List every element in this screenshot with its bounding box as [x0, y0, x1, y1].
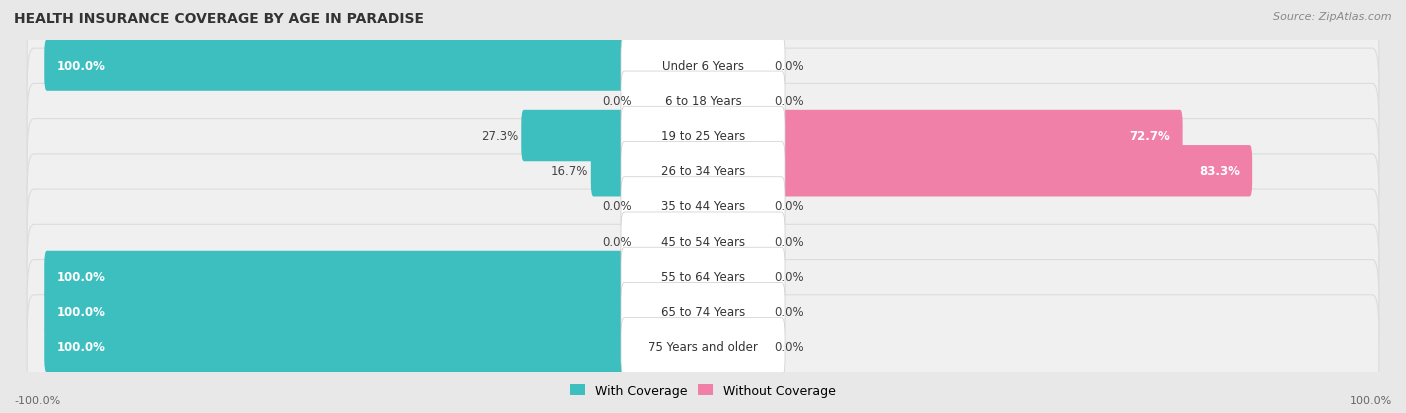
FancyBboxPatch shape	[27, 14, 1379, 118]
FancyBboxPatch shape	[44, 40, 706, 92]
Text: 26 to 34 Years: 26 to 34 Years	[661, 165, 745, 178]
Text: 6 to 18 Years: 6 to 18 Years	[665, 95, 741, 107]
FancyBboxPatch shape	[634, 216, 706, 267]
FancyBboxPatch shape	[621, 142, 785, 201]
Text: 45 to 54 Years: 45 to 54 Years	[661, 235, 745, 248]
FancyBboxPatch shape	[700, 111, 1182, 162]
Text: 100.0%: 100.0%	[56, 341, 105, 354]
FancyBboxPatch shape	[621, 177, 785, 236]
Text: 100.0%: 100.0%	[1350, 395, 1392, 405]
FancyBboxPatch shape	[27, 260, 1379, 364]
Text: 55 to 64 Years: 55 to 64 Years	[661, 271, 745, 283]
Text: 75 Years and older: 75 Years and older	[648, 341, 758, 354]
Text: 83.3%: 83.3%	[1199, 165, 1240, 178]
FancyBboxPatch shape	[700, 251, 772, 302]
Text: -100.0%: -100.0%	[14, 395, 60, 405]
Text: Source: ZipAtlas.com: Source: ZipAtlas.com	[1274, 12, 1392, 22]
FancyBboxPatch shape	[27, 225, 1379, 329]
FancyBboxPatch shape	[621, 318, 785, 376]
FancyBboxPatch shape	[27, 49, 1379, 153]
Text: HEALTH INSURANCE COVERAGE BY AGE IN PARADISE: HEALTH INSURANCE COVERAGE BY AGE IN PARA…	[14, 12, 425, 26]
FancyBboxPatch shape	[621, 248, 785, 306]
FancyBboxPatch shape	[634, 181, 706, 232]
FancyBboxPatch shape	[700, 321, 772, 373]
Text: 0.0%: 0.0%	[773, 200, 803, 213]
Text: 72.7%: 72.7%	[1129, 130, 1170, 142]
FancyBboxPatch shape	[591, 146, 706, 197]
Text: 0.0%: 0.0%	[603, 200, 633, 213]
Text: 0.0%: 0.0%	[773, 59, 803, 72]
Text: 16.7%: 16.7%	[551, 165, 588, 178]
Text: 19 to 25 Years: 19 to 25 Years	[661, 130, 745, 142]
FancyBboxPatch shape	[700, 286, 772, 337]
Text: 27.3%: 27.3%	[481, 130, 519, 142]
Text: 100.0%: 100.0%	[56, 59, 105, 72]
FancyBboxPatch shape	[700, 76, 772, 127]
FancyBboxPatch shape	[27, 84, 1379, 188]
Text: 0.0%: 0.0%	[773, 235, 803, 248]
FancyBboxPatch shape	[44, 251, 706, 302]
Text: 0.0%: 0.0%	[603, 95, 633, 107]
FancyBboxPatch shape	[27, 190, 1379, 294]
FancyBboxPatch shape	[621, 212, 785, 271]
Text: 0.0%: 0.0%	[773, 95, 803, 107]
FancyBboxPatch shape	[621, 37, 785, 95]
FancyBboxPatch shape	[700, 40, 772, 92]
Legend: With Coverage, Without Coverage: With Coverage, Without Coverage	[565, 379, 841, 402]
FancyBboxPatch shape	[27, 119, 1379, 223]
FancyBboxPatch shape	[522, 111, 706, 162]
FancyBboxPatch shape	[621, 72, 785, 130]
Text: 0.0%: 0.0%	[603, 235, 633, 248]
FancyBboxPatch shape	[700, 216, 772, 267]
Text: 0.0%: 0.0%	[773, 306, 803, 318]
FancyBboxPatch shape	[621, 283, 785, 341]
Text: 0.0%: 0.0%	[773, 271, 803, 283]
FancyBboxPatch shape	[27, 154, 1379, 259]
FancyBboxPatch shape	[634, 76, 706, 127]
Text: 65 to 74 Years: 65 to 74 Years	[661, 306, 745, 318]
FancyBboxPatch shape	[621, 107, 785, 165]
FancyBboxPatch shape	[700, 146, 1253, 197]
FancyBboxPatch shape	[27, 295, 1379, 399]
FancyBboxPatch shape	[44, 286, 706, 337]
Text: 35 to 44 Years: 35 to 44 Years	[661, 200, 745, 213]
FancyBboxPatch shape	[44, 321, 706, 373]
Text: 100.0%: 100.0%	[56, 271, 105, 283]
Text: 100.0%: 100.0%	[56, 306, 105, 318]
Text: 0.0%: 0.0%	[773, 341, 803, 354]
Text: Under 6 Years: Under 6 Years	[662, 59, 744, 72]
FancyBboxPatch shape	[700, 181, 772, 232]
